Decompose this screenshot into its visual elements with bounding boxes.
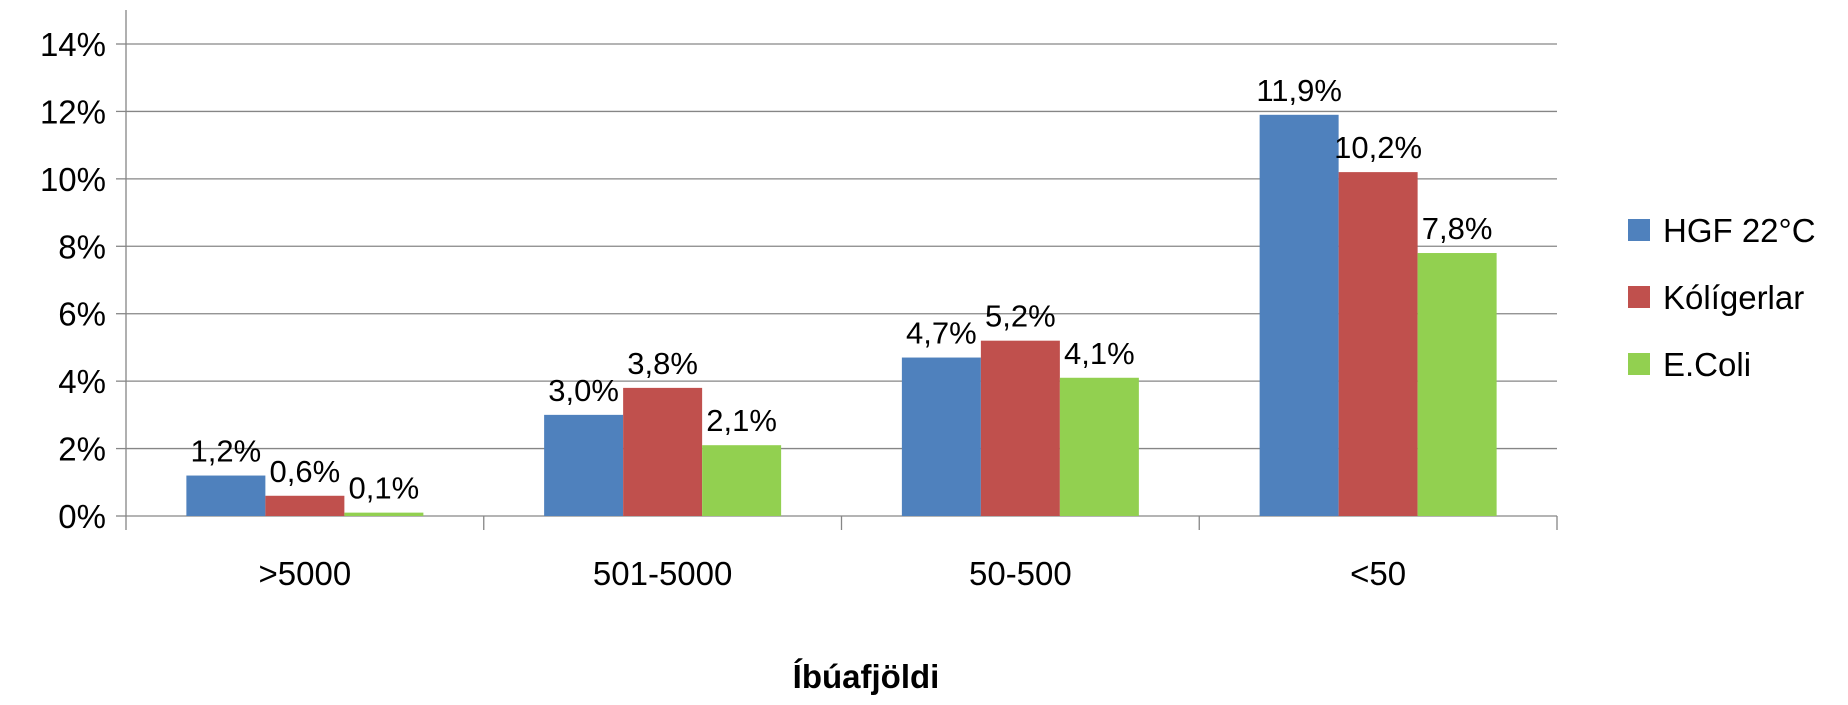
legend-swatch bbox=[1628, 353, 1650, 375]
bar-0-3 bbox=[1259, 114, 1339, 517]
bar-1-3 bbox=[1338, 172, 1418, 516]
legend-swatch bbox=[1628, 286, 1650, 308]
data-label: 2,1% bbox=[706, 403, 777, 438]
data-label: 0,1% bbox=[349, 471, 420, 506]
legend-swatch bbox=[1628, 219, 1650, 241]
bar-0-2 bbox=[901, 357, 981, 516]
bar-1-2 bbox=[980, 340, 1060, 516]
data-label: 1,2% bbox=[191, 434, 262, 469]
x-axis-title: Íbúafjöldi bbox=[793, 658, 940, 695]
data-label: 3,8% bbox=[627, 346, 698, 381]
bar-1-0 bbox=[265, 495, 345, 516]
y-tick-label: 4% bbox=[58, 363, 106, 400]
x-category-label: 50-500 bbox=[969, 555, 1072, 592]
legend-label: Kólígerlar bbox=[1663, 279, 1804, 316]
y-tick-label: 8% bbox=[58, 228, 106, 265]
data-label: 7,8% bbox=[1422, 211, 1493, 246]
data-label: 3,0% bbox=[548, 373, 619, 408]
data-label: 5,2% bbox=[985, 299, 1056, 334]
legend-label: E.Coli bbox=[1663, 346, 1751, 383]
data-label: 11,9% bbox=[1256, 73, 1342, 108]
bar-2-3 bbox=[1417, 253, 1497, 516]
y-tick-label: 0% bbox=[58, 498, 106, 535]
data-label: 0,6% bbox=[270, 454, 341, 489]
y-tick-label: 14% bbox=[40, 26, 106, 63]
x-category-label: >5000 bbox=[259, 555, 352, 592]
bar-2-1 bbox=[702, 445, 782, 516]
data-label: 4,7% bbox=[906, 316, 977, 351]
bar-1-1 bbox=[623, 387, 703, 516]
bar-0-1 bbox=[544, 414, 624, 516]
legend-label: HGF 22°C bbox=[1663, 212, 1816, 249]
y-tick-label: 12% bbox=[40, 93, 106, 130]
data-label: 10,2% bbox=[1334, 130, 1422, 165]
bar-2-2 bbox=[1059, 377, 1139, 516]
y-tick-label: 2% bbox=[58, 431, 106, 468]
data-label: 4,1% bbox=[1064, 336, 1135, 371]
y-tick-label: 10% bbox=[40, 161, 106, 198]
x-category-label: <50 bbox=[1350, 555, 1406, 592]
y-tick-label: 6% bbox=[58, 296, 106, 333]
x-category-label: 501-5000 bbox=[593, 555, 732, 592]
bar-2-0 bbox=[344, 512, 424, 516]
bar-0-0 bbox=[186, 475, 266, 516]
